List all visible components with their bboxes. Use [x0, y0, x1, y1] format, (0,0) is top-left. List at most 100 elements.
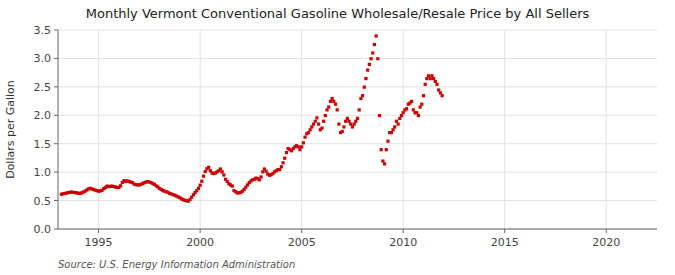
point [383, 162, 386, 165]
point [432, 77, 435, 80]
point [197, 187, 200, 190]
point [347, 120, 350, 123]
y-grid-line [58, 58, 657, 59]
point [358, 108, 361, 111]
point [412, 108, 415, 111]
y-tick [54, 30, 58, 31]
point [200, 180, 203, 183]
point [317, 122, 320, 125]
point [315, 116, 318, 119]
y-tick-label: 3.5 [34, 24, 52, 37]
y-tick [54, 172, 58, 173]
y-axis-label: Dollars per Gallon [4, 80, 17, 179]
point [341, 130, 344, 133]
point [373, 43, 376, 46]
point [397, 122, 400, 125]
point [346, 117, 349, 120]
point [386, 140, 389, 143]
y-tick [54, 58, 58, 59]
y-grid-line [58, 143, 657, 144]
y-tick [54, 143, 58, 144]
y-tick-label: 0.0 [34, 223, 52, 236]
x-tick [504, 229, 505, 233]
y-tick-label: 3.0 [34, 52, 52, 65]
x-tick-label: 2000 [186, 236, 214, 249]
x-tick-label: 1995 [85, 236, 113, 249]
point [417, 114, 420, 117]
point [437, 88, 440, 91]
point [300, 145, 303, 148]
x-tick [98, 229, 99, 233]
y-tick-label: 1.0 [34, 166, 52, 179]
y-grid-line [58, 229, 657, 230]
point [285, 151, 288, 154]
point [334, 103, 337, 106]
x-tick [403, 229, 404, 233]
point [380, 148, 383, 151]
y-grid-line [58, 200, 657, 201]
point [219, 167, 222, 170]
y-tick [54, 200, 58, 201]
point [325, 108, 328, 111]
point [368, 63, 371, 66]
y-grid-line [58, 86, 657, 87]
x-tick [606, 229, 607, 233]
point [402, 111, 405, 114]
point [303, 136, 306, 139]
point [332, 100, 335, 103]
point [337, 122, 340, 125]
point [327, 105, 330, 108]
x-grid-line [403, 30, 404, 229]
point [353, 122, 356, 125]
point [221, 170, 224, 173]
point [385, 148, 388, 151]
point [320, 126, 323, 129]
point [427, 74, 430, 77]
grid [58, 30, 657, 229]
point [298, 148, 301, 151]
point [349, 122, 352, 125]
point [390, 131, 393, 134]
point [393, 125, 396, 128]
y-axis-line [58, 30, 59, 229]
point [314, 120, 317, 123]
point [369, 57, 372, 60]
x-grid-line [606, 30, 607, 229]
point [395, 120, 398, 123]
point [376, 57, 379, 60]
x-tick [200, 229, 201, 233]
point [415, 111, 418, 114]
point [259, 175, 262, 178]
point [342, 125, 345, 128]
point [207, 166, 210, 169]
point [361, 94, 364, 97]
x-grid-line [200, 30, 201, 229]
point [366, 68, 369, 71]
x-tick-label: 2015 [491, 236, 519, 249]
point [420, 103, 423, 106]
point [312, 122, 315, 125]
point [297, 145, 300, 148]
y-grid-line [58, 172, 657, 173]
point [400, 114, 403, 117]
point [278, 168, 281, 171]
x-tick-label: 2005 [288, 236, 316, 249]
point [280, 165, 283, 168]
point [430, 74, 433, 77]
chart-container: Monthly Vermont Conventional Gasoline Wh… [0, 0, 675, 275]
y-grid-line [58, 30, 657, 31]
point [364, 77, 367, 80]
point [258, 178, 261, 181]
x-axis-line [58, 229, 657, 230]
point [329, 100, 332, 103]
chart-title: Monthly Vermont Conventional Gasoline Wh… [86, 6, 590, 21]
point [199, 184, 202, 187]
point [283, 157, 286, 160]
point [336, 108, 339, 111]
x-grid-line [301, 30, 302, 229]
point [307, 131, 310, 134]
point [119, 184, 122, 187]
x-grid-line [504, 30, 505, 229]
point [391, 128, 394, 131]
point [322, 120, 325, 123]
